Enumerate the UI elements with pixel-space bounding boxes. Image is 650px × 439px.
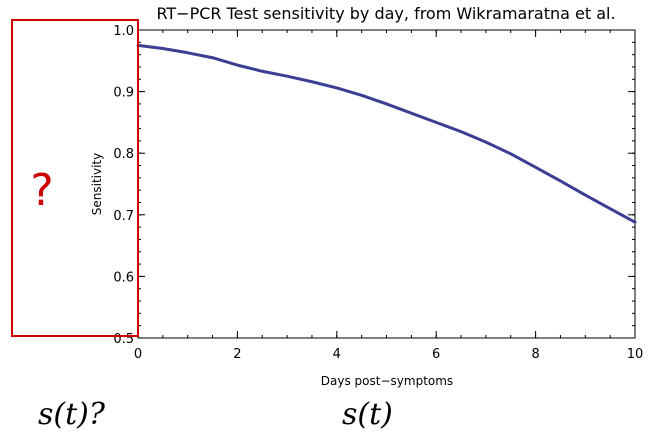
sensitivity-line: [136, 43, 637, 224]
chart-title: RT−PCR Test sensitivity by day, from Wik…: [156, 4, 615, 23]
x-tick-label: 6: [432, 347, 440, 362]
y-tick-label: 0.6: [113, 270, 134, 285]
x-tick-label: 10: [627, 347, 644, 362]
left-formula: s(t)?: [38, 397, 106, 432]
y-tick-label: 0.7: [113, 209, 134, 224]
question-mark: ?: [30, 165, 53, 216]
right-formula: s(t): [342, 397, 393, 432]
x-tick-label: 8: [531, 347, 539, 362]
y-axis-label: Sensitivity: [90, 153, 104, 215]
x-tick-label: 2: [233, 347, 241, 362]
y-tick-label: 0.8: [113, 147, 134, 162]
y-tick-label: 1.0: [113, 24, 134, 39]
y-tick-label: 0.5: [113, 332, 134, 347]
y-tick-label: 0.9: [113, 86, 134, 101]
tick-labels: 0 2 4 6 8 10 0.5 0.6 0.7 0.8 0.9 1.0: [113, 24, 643, 362]
unknown-region-box: [11, 19, 139, 337]
x-axis-label: Days post−symptoms: [321, 374, 453, 388]
plot-frame: [137, 29, 636, 339]
x-tick-label: 4: [333, 347, 341, 362]
axis-ticks: [137, 29, 636, 339]
x-tick-label: 0: [134, 347, 142, 362]
